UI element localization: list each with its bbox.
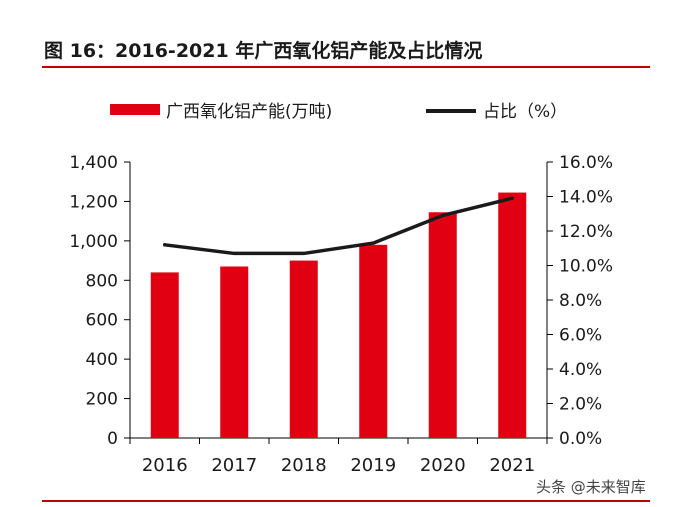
right-tick-label: 16.0% [559,153,613,173]
chart-title: 图 16：2016-2021 年广西氧化铝产能及占比情况 [44,40,483,62]
share-point-2021 [510,196,514,200]
right-tick-label: 0.0% [559,429,602,449]
bar-2019 [359,244,388,438]
share-point-2018 [302,251,306,255]
watermark-text: 头条 @未来智库 [536,478,646,496]
x-tick-label: 2020 [420,455,466,476]
left-tick-label: 1,200 [69,192,118,212]
legend-bar-swatch [110,104,160,115]
bar-2016 [150,272,179,438]
bar-2020 [428,212,457,438]
share-line [163,196,514,256]
bar-2021 [498,192,527,438]
right-tick-label: 4.0% [559,360,602,380]
bottom-rule [42,500,650,502]
share-point-2019 [371,241,375,245]
x-tick-label: 2021 [489,455,535,476]
x-tick-label: 2019 [350,455,396,476]
right-tick-label: 10.0% [559,257,613,277]
share-point-2017 [232,251,236,255]
right-tick-label: 8.0% [559,291,602,311]
right-tick-label: 6.0% [559,326,602,346]
x-tick-label: 2017 [211,455,257,476]
left-tick-label: 600 [86,311,118,331]
share-point-2020 [441,213,445,217]
left-tick-label: 0 [107,429,118,449]
x-tick-label: 2016 [142,455,188,476]
left-tick-label: 800 [86,271,118,291]
top-rule [42,66,650,68]
share-point-2016 [163,243,167,247]
left-tick-label: 1,000 [69,232,118,252]
left-tick-label: 200 [86,390,118,410]
right-tick-label: 14.0% [559,188,613,208]
x-tick-label: 2018 [281,455,327,476]
legend-line-label: 占比（%） [483,102,567,122]
right-tick-label: 2.0% [559,395,602,415]
left-tick-label: 400 [86,350,118,370]
right-tick-label: 12.0% [559,222,613,242]
bar-2018 [289,260,318,438]
legend-bar-label: 广西氧化铝产能(万吨) [166,102,332,122]
left-tick-label: 1,400 [69,153,118,173]
bar-2017 [220,266,249,438]
